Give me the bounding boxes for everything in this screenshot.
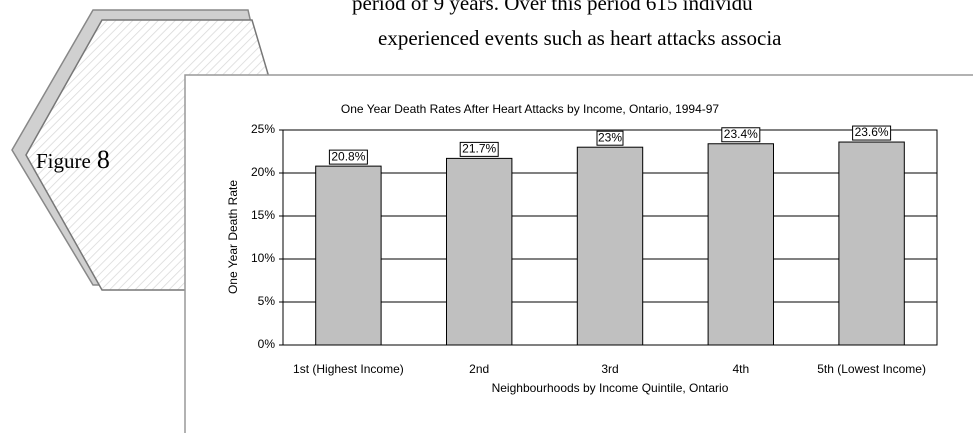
y-tick-label: 0% [258,337,276,351]
value-label: 20.8% [331,149,365,163]
y-tick-label: 20% [251,165,275,179]
value-label: 23.4% [724,127,758,141]
bar [315,165,382,346]
figure-label: Figure 8 [36,145,110,174]
value-label-box [596,130,624,146]
y-tick-label: 25% [251,122,275,136]
y-axis-title: One Year Death Rate [226,180,240,294]
x-axis-title: Neighbourhoods by Income Quintile, Ontar… [492,381,729,395]
figure-number: 8 [97,145,110,174]
x-tick-label: 4th [732,362,749,376]
value-label: 23% [598,130,622,144]
value-label: 23.6% [855,125,889,139]
y-tick-label: 5% [258,294,276,308]
y-tick-label: 15% [251,208,275,222]
chart-title: One Year Death Rates After Heart Attacks… [341,102,720,116]
x-tick-label: 3rd [601,362,618,376]
bar [576,146,644,346]
chart: One Year Death Rates After Heart Attacks… [226,102,938,395]
value-label: 21.7% [462,142,496,156]
y-tick-label: 10% [251,251,275,265]
bar [838,141,905,346]
figure-word: Figure [36,149,91,173]
value-label-box [459,141,499,157]
x-tick-label: 2nd [469,362,489,376]
value-label-box [328,149,368,165]
x-tick-label: 1st (Highest Income) [293,362,404,376]
body-text: experienced events such as heart attacks… [378,26,782,50]
value-label-box [852,125,892,141]
value-label-box [721,127,761,143]
bar [707,143,774,346]
bar [446,157,513,346]
body-text: period of 9 years. Over this period 615 … [352,0,753,15]
x-tick-label: 5th (Lowest Income) [817,362,926,376]
